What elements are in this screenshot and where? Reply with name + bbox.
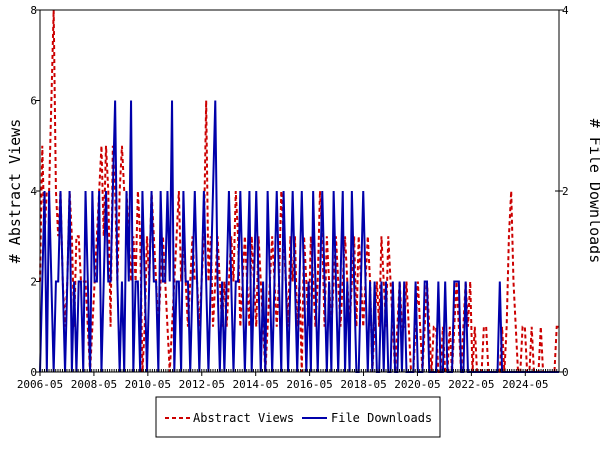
y-right-tick-label: 4	[562, 4, 569, 17]
y-left-tick-label: 2	[30, 276, 37, 289]
legend-label-abstract-views: Abstract Views	[193, 411, 294, 425]
legend: Abstract Views File Downloads	[155, 396, 441, 438]
x-tick-label: 2012-05	[179, 378, 225, 391]
y-left-tick-label: 8	[30, 4, 37, 17]
x-tick-label: 2022-05	[448, 378, 494, 391]
labels-layer: 2006-05 2008-05 2010-05 2012-05 2014-05 2016-…	[17, 4, 569, 391]
x-tick-label: 2014-05	[233, 378, 279, 391]
x-tick-label: 2024-05	[502, 378, 548, 391]
y-axis-left-title: # Abstract Views	[6, 119, 24, 264]
y-right-tick-label: 0	[562, 366, 569, 379]
x-tick-label: 2020-05	[394, 378, 440, 391]
legend-label-file-downloads: File Downloads	[331, 411, 432, 425]
x-tick-label: 2010-05	[125, 378, 171, 391]
x-tick-label: 2008-05	[71, 378, 117, 391]
y-left-tick-label: 6	[30, 95, 37, 108]
y-axis-right-title: # File Downloads	[586, 119, 600, 264]
x-tick-label: 2006-05	[17, 378, 63, 391]
y-right-tick-label: 2	[562, 185, 569, 198]
legend-box	[155, 396, 441, 438]
y-left-tick-label: 0	[30, 366, 37, 379]
plot-border	[39, 9, 560, 373]
y-left-tick-label: 4	[30, 185, 37, 198]
x-tick-label: 2016-05	[286, 378, 332, 391]
x-tick-label: 2018-05	[340, 378, 386, 391]
